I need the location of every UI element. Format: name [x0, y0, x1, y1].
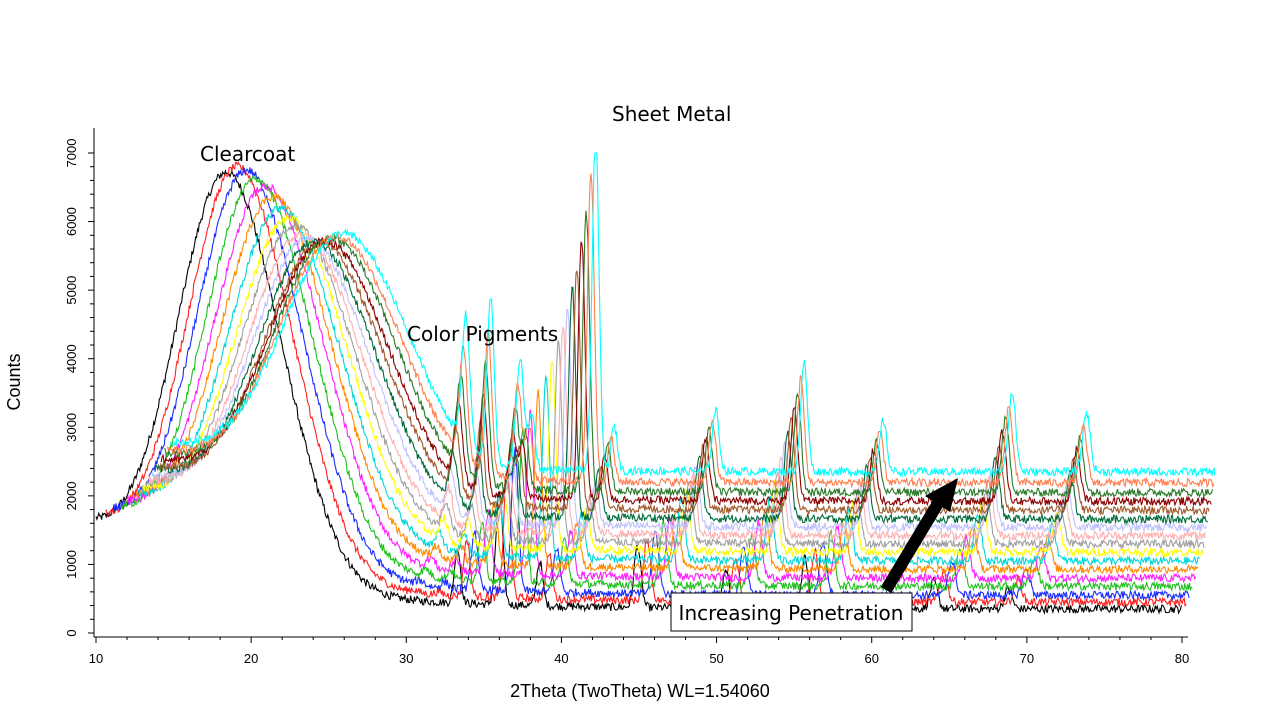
y-tick-label: 5000	[64, 276, 79, 305]
series-line	[160, 236, 1212, 508]
series-line	[169, 152, 1216, 478]
series-line	[158, 239, 1210, 517]
series-line	[120, 174, 1193, 593]
y-tick-label: 6000	[64, 207, 79, 236]
x-tick-label: 80	[1175, 651, 1189, 666]
y-tick-label: 2000	[64, 481, 79, 510]
penetration-arrow-shaft	[880, 496, 946, 594]
x-axis-title: 2Theta (TwoTheta) WL=1.54060	[510, 681, 770, 701]
x-tick-label: 40	[554, 651, 568, 666]
x-tick-label: 50	[709, 651, 723, 666]
series-line	[151, 235, 1208, 534]
y-axis-title: Counts	[4, 353, 24, 410]
annotation-clearcoat: Clearcoat	[200, 142, 295, 166]
x-ticks: 10 20 30 40 50 60 70 80	[89, 637, 1189, 666]
y-tick-label: 0	[64, 629, 79, 636]
x-tick-label: 70	[1020, 651, 1034, 666]
increasing-penetration-box	[670, 592, 913, 632]
series-line	[166, 173, 1215, 489]
series-line	[148, 230, 1206, 542]
y-ticks: 0 1000 2000 3000 4000 5000 6000 7000	[64, 139, 94, 637]
x-tick-label: 20	[244, 651, 258, 666]
series-line	[126, 182, 1197, 585]
axes: 10 20 30 40 50 60 70 80 0 1000 2000 3000 4000 5000 60…	[64, 128, 1189, 666]
x-tick-label: 10	[89, 651, 103, 666]
series-line	[154, 237, 1209, 526]
series-line	[132, 193, 1199, 575]
series-line	[141, 213, 1204, 558]
series-line	[137, 204, 1201, 567]
y-tick-label: 7000	[64, 139, 79, 168]
x-tick-label: 30	[399, 651, 413, 666]
x-tick-label: 60	[864, 651, 878, 666]
penetration-arrow	[880, 478, 958, 594]
y-tick-label: 1000	[64, 550, 79, 579]
annotation-increasing-penetration: Increasing Penetration	[679, 601, 904, 625]
y-tick-label: 4000	[64, 344, 79, 373]
series-line	[164, 210, 1213, 499]
annotation-color-pigments: Color Pigments	[407, 322, 558, 346]
y-tick-label: 3000	[64, 413, 79, 442]
penetration-arrow-head	[925, 478, 958, 512]
annotation-sheet-metal: Sheet Metal	[612, 102, 731, 126]
series-line	[145, 221, 1205, 550]
series-group	[95, 152, 1216, 615]
